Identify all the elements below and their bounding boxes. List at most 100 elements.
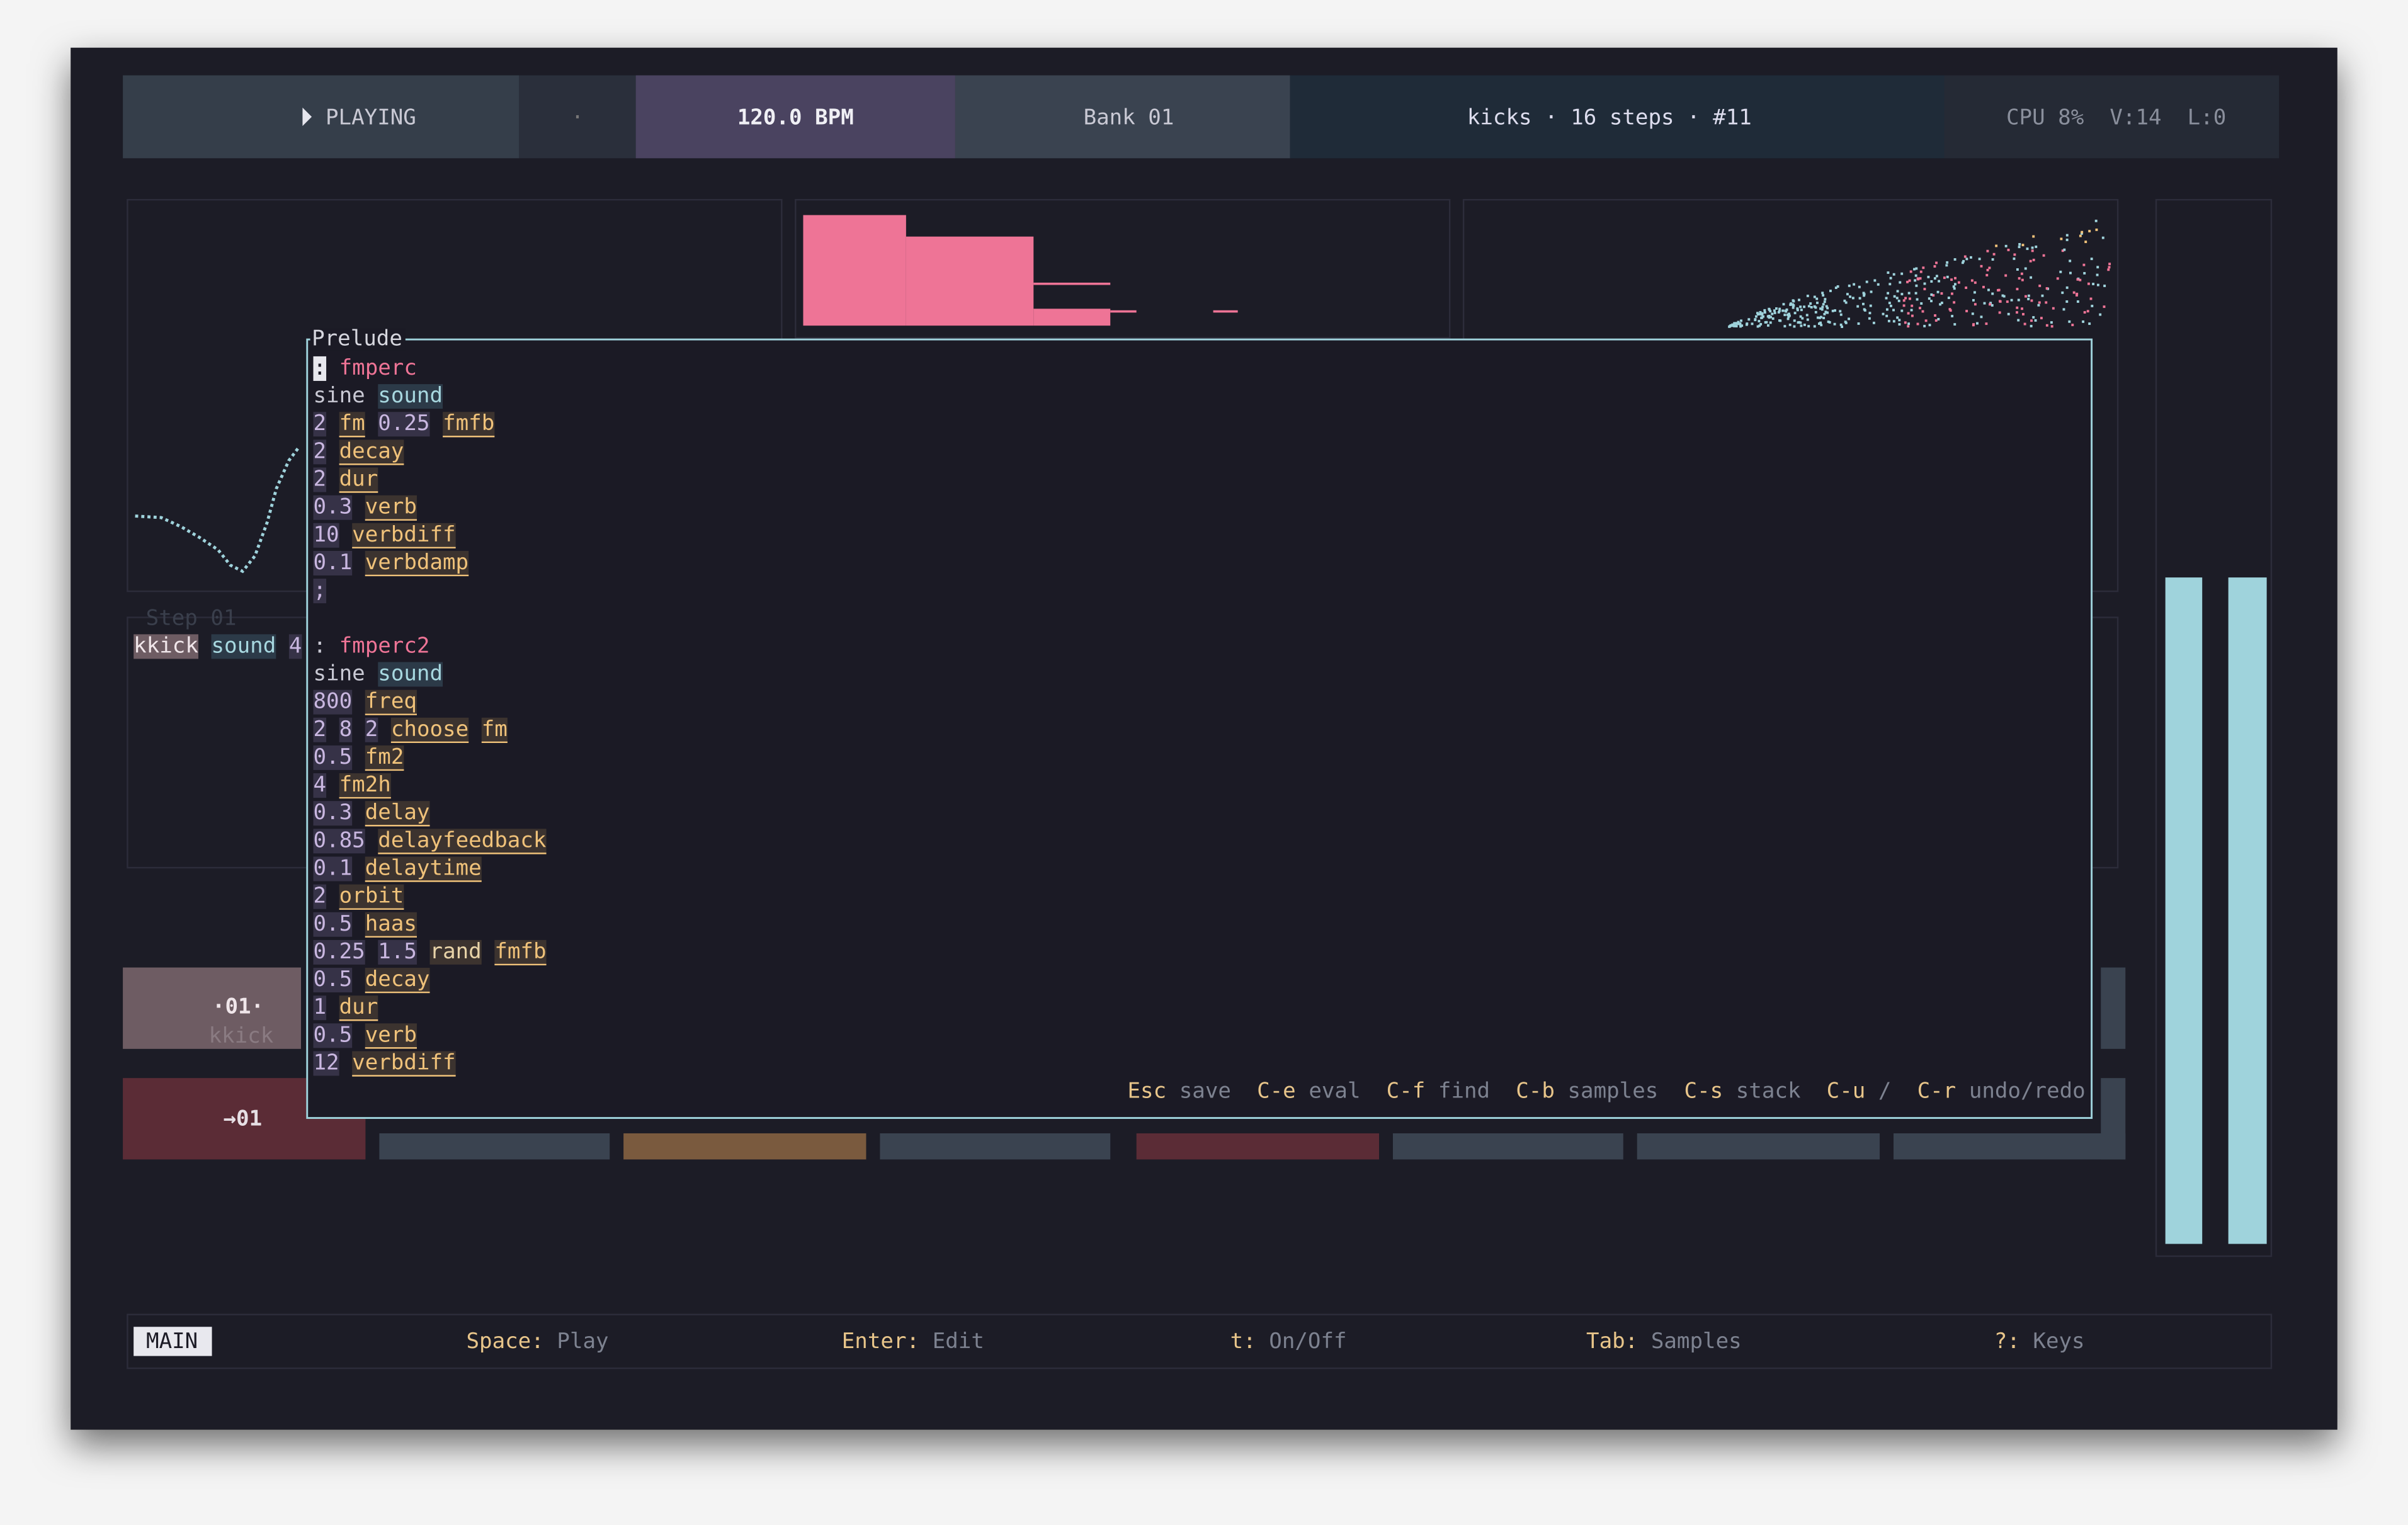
scatter-dot [1885, 308, 1888, 311]
step [1637, 1133, 1880, 1160]
token-bg [313, 912, 353, 937]
token-bg [313, 495, 353, 520]
scatter-dot [1888, 302, 1891, 305]
scatter-dot [2083, 272, 2086, 275]
token: fmfb [443, 411, 494, 436]
scatter-dot [1933, 277, 1936, 280]
scatter-dot [1906, 280, 1909, 283]
scatter-dot [1848, 284, 1851, 287]
token: 2 [314, 717, 327, 742]
scatter-dot [1803, 324, 1806, 326]
scatter-dot [1796, 307, 1799, 310]
token: freq [365, 689, 417, 714]
scatter-dot [1844, 301, 1848, 304]
scatter-dot [1825, 305, 1828, 308]
token-bg [339, 717, 353, 742]
scatter-dot [2026, 247, 2029, 251]
scatter-dot [1998, 300, 2001, 303]
scatter-dot [1950, 278, 1953, 281]
token: fmperc [339, 355, 417, 380]
token: : [314, 355, 327, 380]
scatter-dot [1995, 244, 1998, 247]
scatter-dot [1763, 311, 1766, 314]
scatter-dot [1755, 315, 1758, 318]
token: 2 [314, 438, 327, 463]
token: delay [365, 800, 430, 825]
scatter-dot [1834, 286, 1837, 290]
scatter-dot [1902, 299, 1905, 302]
hint-desc: undo/redo [1969, 1079, 2086, 1104]
scatter-dot [2024, 267, 2027, 270]
token: verbdiff [352, 522, 455, 547]
stats-seg [1944, 75, 2280, 159]
scatter-dot [1843, 299, 1846, 302]
scatter-dot [1989, 302, 1992, 305]
scatter-dot [1924, 319, 1928, 322]
scatter-dot [1980, 264, 1983, 268]
scatter-dot [1823, 312, 1826, 315]
footer-desc[interactable]: Edit [933, 1329, 984, 1354]
spectrum-bar [803, 215, 906, 326]
scope-wave [135, 447, 300, 574]
scatter-dot [2038, 301, 2041, 304]
token-bg [313, 995, 327, 1021]
scatter-dot [1913, 268, 1916, 271]
scatter-dot [2089, 297, 2093, 300]
scatter-dot [2096, 273, 2099, 276]
scatter-dot [1751, 322, 1754, 326]
scatter-dot [1796, 309, 1799, 312]
scatter-dot [2022, 313, 2025, 315]
token-bg [313, 773, 327, 798]
scatter-dot [1778, 307, 1781, 310]
scatter-dot [1815, 297, 1819, 300]
scatter-dot [1953, 283, 1956, 286]
token: fmfb [494, 939, 546, 964]
token: fm [482, 717, 508, 742]
step-title: Step 01 [146, 605, 237, 630]
scatter-dot [1798, 298, 1800, 302]
token-bg [339, 884, 404, 909]
scatter-dot [2027, 297, 2030, 300]
scatter-dot [1839, 313, 1843, 316]
scatter-dot [1972, 323, 1975, 326]
footer-desc[interactable]: Samples [1651, 1329, 1742, 1354]
scatter-dot [1930, 300, 1933, 303]
scatter-dot [1974, 291, 1976, 294]
token-bg [133, 634, 198, 659]
scatter-dot [1814, 306, 1817, 309]
scatter-dot [1989, 303, 1991, 306]
scatter-dot [2004, 274, 2008, 277]
token-bg [339, 995, 378, 1021]
scatter-dot [2092, 283, 2095, 285]
scatter-dot [1900, 309, 1904, 312]
scatter-dot [1739, 322, 1742, 326]
pattern: kicks · 16 steps · #11 [1467, 105, 1752, 130]
hint-desc: samples [1568, 1079, 1659, 1104]
hint-key: Esc [1128, 1079, 1167, 1104]
token: 4 [314, 772, 327, 797]
hint-key: C-b [1516, 1079, 1555, 1104]
scatter-dot [1831, 309, 1834, 312]
scatter-dot [2052, 307, 2055, 310]
tempo: 120.0 BPM [737, 105, 854, 130]
scatter-dot [1759, 310, 1762, 314]
scatter-dot [1928, 297, 1931, 300]
step [379, 1133, 610, 1160]
token: dur [339, 467, 378, 492]
scatter-dot [1819, 307, 1822, 310]
scatter-dot [1787, 315, 1790, 319]
scatter-dot [2034, 319, 2037, 322]
footer-desc[interactable]: Play [557, 1329, 608, 1354]
scatter-dot [2099, 313, 2102, 316]
scatter-dot [1826, 307, 1829, 310]
scatter-dot [1853, 283, 1856, 286]
footer-desc[interactable]: Keys [2033, 1329, 2084, 1354]
scatter-dot [1863, 294, 1866, 297]
footer-desc[interactable]: On/Off [1269, 1329, 1346, 1354]
stats: CPU 8% V:14 L:0 [2006, 105, 2226, 130]
token-bg [313, 467, 327, 492]
scatter-dot [1800, 324, 1803, 327]
scatter-dot [1857, 322, 1860, 325]
